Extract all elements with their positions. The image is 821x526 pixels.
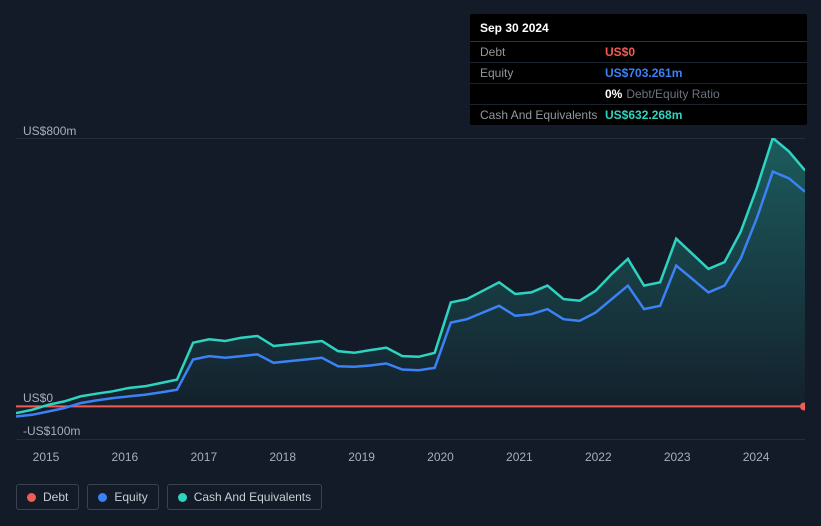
legend-label: Cash And Equivalents [194, 490, 311, 504]
legend-dot [178, 493, 187, 502]
x-axis-label: 2020 [427, 450, 454, 464]
x-axis-label: 2018 [269, 450, 296, 464]
x-axis-label: 2023 [664, 450, 691, 464]
y-axis-label: US$800m [23, 124, 76, 138]
legend: Debt Equity Cash And Equivalents [16, 484, 322, 510]
x-axis-label: 2022 [585, 450, 612, 464]
tooltip-label: Cash And Equivalents [480, 108, 605, 122]
x-axis-label: 2024 [743, 450, 770, 464]
tooltip-suffix: Debt/Equity Ratio [626, 87, 719, 101]
x-axis-label: 2017 [190, 450, 217, 464]
legend-dot [27, 493, 36, 502]
tooltip-value: US$632.268m [605, 108, 682, 122]
legend-dot [98, 493, 107, 502]
legend-item[interactable]: Equity [87, 484, 158, 510]
x-axis-label: 2021 [506, 450, 533, 464]
legend-label: Equity [114, 490, 147, 504]
tooltip-row: EquityUS$703.261m [470, 63, 807, 84]
data-tooltip: Sep 30 2024 DebtUS$0EquityUS$703.261m0%D… [470, 14, 807, 125]
tooltip-date: Sep 30 2024 [470, 14, 807, 42]
tooltip-label [480, 87, 605, 101]
tooltip-label: Debt [480, 45, 605, 59]
x-axis-label: 2015 [33, 450, 60, 464]
x-axis-label: 2019 [348, 450, 375, 464]
tooltip-row: DebtUS$0 [470, 42, 807, 63]
tooltip-row: Cash And EquivalentsUS$632.268m [470, 105, 807, 125]
legend-item[interactable]: Cash And Equivalents [167, 484, 322, 510]
tooltip-value: US$0 [605, 45, 635, 59]
tooltip-row: 0%Debt/Equity Ratio [470, 84, 807, 105]
tooltip-label: Equity [480, 66, 605, 80]
tooltip-value: US$703.261m [605, 66, 682, 80]
legend-item[interactable]: Debt [16, 484, 79, 510]
x-axis-label: 2016 [112, 450, 139, 464]
x-axis: 2015 2016 2017 2018 2019 2020 2021 2022 2023 2024 [16, 448, 805, 468]
chart-svg [16, 138, 805, 440]
chart-plot [16, 138, 805, 440]
legend-label: Debt [43, 490, 68, 504]
tooltip-value: 0%Debt/Equity Ratio [605, 87, 720, 101]
